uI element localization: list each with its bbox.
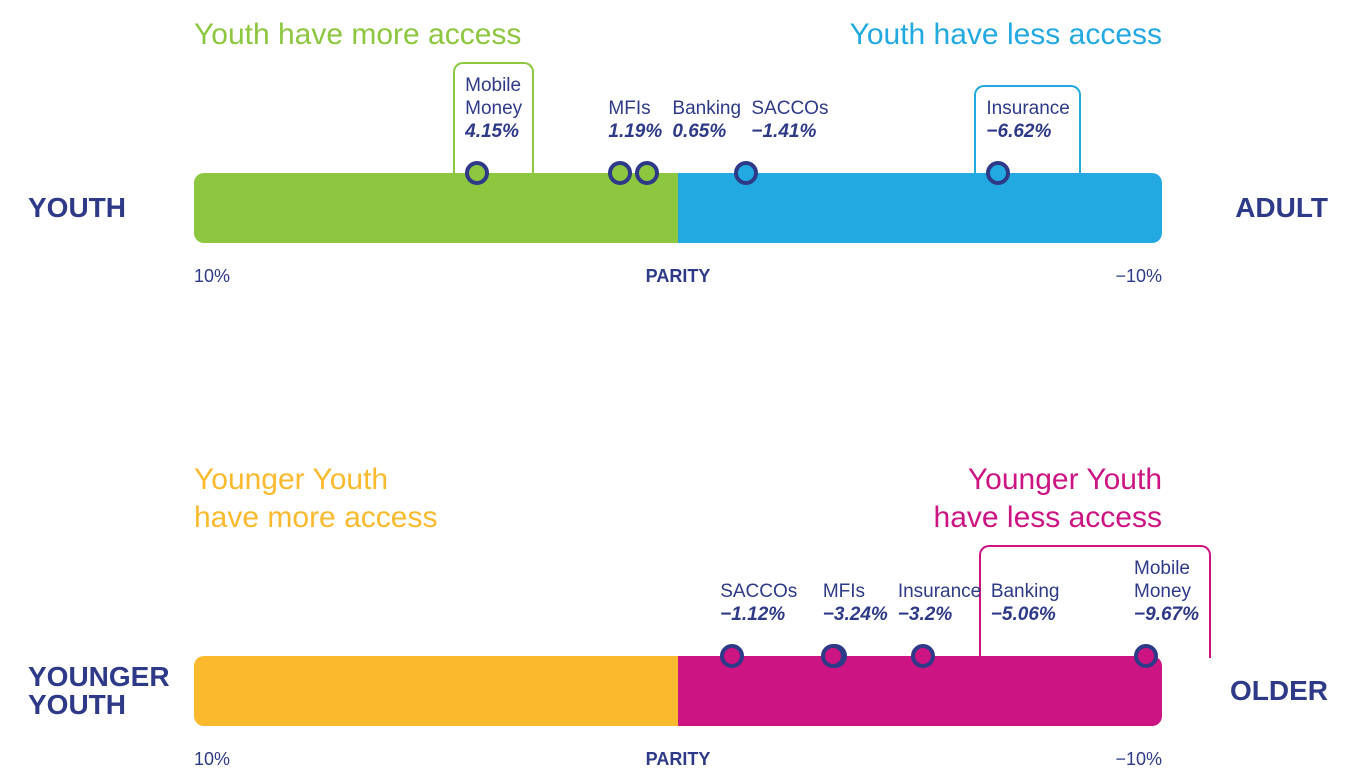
point-label: SACCOs −1.12% bbox=[720, 580, 797, 626]
data-dot bbox=[734, 161, 759, 185]
value-label: −3.2% bbox=[897, 604, 953, 625]
data-dot bbox=[720, 644, 745, 668]
value-label: 1.19% bbox=[608, 121, 663, 142]
category-label: Mobile Money bbox=[1134, 558, 1192, 602]
category-label: MFIs bbox=[608, 98, 651, 119]
category-label: SACCOs bbox=[720, 581, 798, 602]
category-label: Banking bbox=[990, 581, 1060, 602]
point-label: Banking 0.65% bbox=[672, 97, 741, 143]
data-dot bbox=[634, 161, 659, 185]
x-tick-label: PARITY bbox=[645, 749, 711, 769]
data-dot bbox=[986, 161, 1011, 185]
heading-right: Youth have less access bbox=[849, 18, 1162, 51]
side-label-right: OLDER bbox=[1230, 675, 1328, 706]
point-label: MFIs −3.24% bbox=[823, 580, 888, 626]
value-label: −5.06% bbox=[990, 604, 1056, 625]
data-dot bbox=[820, 644, 845, 668]
category-label: Mobile Money bbox=[465, 75, 523, 119]
point-label: SACCOs −1.41% bbox=[751, 97, 828, 143]
data-dot bbox=[465, 161, 490, 185]
category-label: Insurance bbox=[897, 581, 982, 602]
heading-left: Younger Youth have more access bbox=[194, 463, 438, 534]
data-dot bbox=[910, 644, 935, 668]
value-label: −6.62% bbox=[986, 121, 1052, 142]
chart-panel: YOUNGER YOUTH OLDER 10% PARITY −10% SACCOs −1.… bbox=[0, 463, 1368, 775]
point-label: Insurance −6.62% bbox=[986, 97, 1069, 143]
value-label: −9.67% bbox=[1134, 604, 1199, 625]
data-dot bbox=[1134, 644, 1159, 668]
value-label: −3.24% bbox=[822, 604, 888, 625]
side-label-right: ADULT bbox=[1235, 192, 1328, 223]
highlight-box bbox=[979, 545, 1211, 658]
bar-left bbox=[194, 656, 678, 726]
x-tick-label: PARITY bbox=[645, 266, 711, 286]
heading-left: Youth have more access bbox=[194, 18, 522, 51]
heading-right: Younger Youth have less access bbox=[933, 463, 1162, 534]
data-dot bbox=[608, 161, 633, 185]
category-label: Insurance bbox=[986, 98, 1070, 119]
side-label-left: YOUTH bbox=[28, 192, 126, 223]
x-tick-label: 10% bbox=[194, 749, 231, 769]
category-label: SACCOs bbox=[751, 98, 829, 119]
value-label: 4.15% bbox=[465, 121, 519, 142]
x-tick-label: −10% bbox=[1115, 749, 1162, 769]
point-label: MFIs 1.19% bbox=[608, 97, 662, 143]
x-tick-label: 10% bbox=[194, 266, 231, 286]
x-tick-label: −10% bbox=[1115, 266, 1162, 286]
point-label: Insurance −3.2% bbox=[898, 580, 981, 626]
category-label: MFIs bbox=[822, 581, 866, 602]
value-label: 0.65% bbox=[672, 121, 727, 142]
highlight-box bbox=[974, 85, 1081, 175]
point-label: Mobile Money 4.15% bbox=[465, 74, 522, 143]
highlight-box bbox=[453, 62, 534, 175]
side-label-left: YOUNGER YOUTH bbox=[28, 661, 170, 720]
point-label: Mobile Money −9.67% bbox=[1134, 557, 1199, 626]
bar-left bbox=[194, 173, 678, 243]
chart-panel: YOUTH ADULT 10% PARITY −10% Mobile Money 4.15%… bbox=[0, 0, 1368, 292]
bar-right bbox=[678, 173, 1162, 243]
point-label: Banking −5.06% bbox=[991, 580, 1060, 626]
category-label: Banking bbox=[672, 98, 742, 119]
value-label: −1.41% bbox=[751, 121, 817, 142]
value-label: −1.12% bbox=[720, 604, 786, 625]
